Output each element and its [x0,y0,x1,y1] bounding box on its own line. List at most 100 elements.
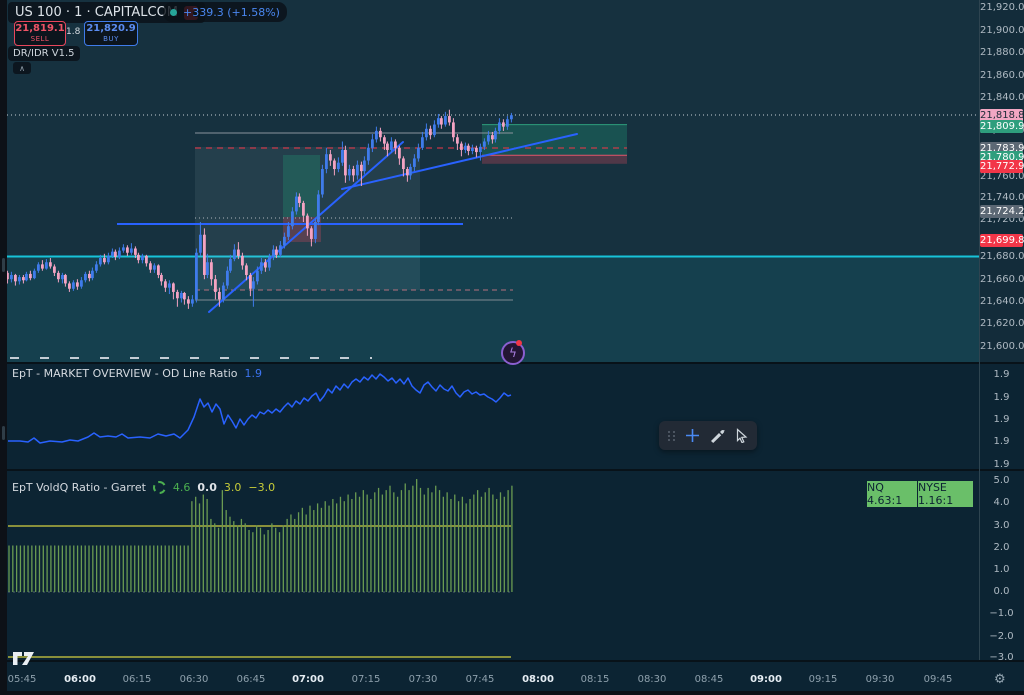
price-axis-tick: 21,620.0 [980,318,1024,329]
spread-value: 1.8 [66,27,81,37]
drag-handle-icon[interactable] [667,430,676,441]
long-loss-box-2 [482,155,627,164]
candle-body [134,248,137,255]
pane2-value-1: 4.6 [172,481,191,494]
drawing-toolbar-collapsed[interactable] [0,0,7,695]
candle-body [475,147,478,153]
candle-body [467,145,470,152]
candle-body [448,116,451,123]
pane2-axis-tick: 4.0 [993,497,1010,508]
price-axis-tick: 21,680.0 [980,251,1024,262]
price-axis-tick: 21,640.0 [980,296,1024,307]
candle-body [433,124,436,136]
candle-body [114,251,117,257]
candle-body [145,255,148,264]
buy-button[interactable]: 21,820.9 BUY [84,21,138,46]
candle-body [176,291,179,299]
candle-body [291,211,294,227]
candle-body [344,149,347,176]
candle-body [356,164,359,176]
time-axis-label: 05:45 [7,674,37,685]
candle-body [390,141,393,150]
candle-body [260,262,263,271]
candle-body [37,264,40,271]
price-label-badge: 21,724.2 [980,204,1024,218]
cursor-arrow-icon[interactable] [735,428,748,443]
candle-body [172,283,175,292]
symbol-title-chip[interactable]: US 100 · 1 · CAPITALCOM [8,2,206,23]
candle-body [333,160,336,170]
candle-body [360,164,363,172]
buy-price: 21,820.9 [86,23,136,34]
candle-body [84,273,87,281]
candle-body [95,264,98,271]
candle-body [479,146,482,153]
candle-body [103,258,106,263]
candle-body [264,262,267,268]
collapse-header-button[interactable]: ∧ [13,62,31,74]
candle-body [10,274,13,280]
time-axis-label: 06:15 [122,674,152,685]
time-axis-label: 08:15 [580,674,610,685]
price-axis-tick: 21,840.0 [980,92,1024,103]
candle-body [222,285,225,300]
candle-body [341,149,344,163]
time-axis-label: 08:45 [694,674,724,685]
candle-body [22,277,25,281]
tradingview-logo[interactable] [12,650,38,667]
gear-icon[interactable]: ⚙ [994,672,1006,687]
toolbar-mark [2,258,5,272]
change-text: +339.3 (+1.58%) [183,5,280,19]
candle-body [126,247,129,253]
time-axis-label: 09:45 [923,674,953,685]
price-label-badge: 21,818.8 [980,108,1024,122]
price-axis-bg[interactable] [980,0,1024,362]
pane1-axis-tick: 1.9 [993,414,1010,425]
candle-body [464,145,467,150]
candle-body [68,283,71,289]
buy-label: BUY [103,35,119,43]
time-axis-label: 08:00 [522,674,554,685]
candle-body [111,251,114,256]
candle-body [272,249,275,257]
floating-drawing-toolbar[interactable] [659,421,757,450]
candle-body [64,274,67,284]
candle-body [510,115,513,120]
candle-body [429,128,432,136]
pane1-title: EpT - MARKET OVERVIEW - OD Line Ratio [12,367,238,380]
candle-body [268,256,271,268]
candle-body [237,249,240,256]
pen-tool-icon[interactable] [709,428,726,443]
candle-body [283,236,286,246]
sell-price: 21,819.1 [15,23,65,34]
candle-body [256,270,259,282]
candle-body [371,139,374,148]
drawing-set-label: DR/IDR V1.5 [8,46,80,61]
candle-body [249,274,252,289]
candle-body [241,255,244,266]
candle-body [506,119,509,127]
candle-body [41,264,44,269]
price-axis-tick: 21,880.0 [980,47,1024,58]
cyan-zone-fill [7,256,979,362]
candle-body [483,141,486,147]
price-axis-tick: 21,600.0 [980,341,1024,352]
candle-body [99,258,102,265]
candle-body [122,247,125,251]
market-ratio-badge: NQ 4.63:1 [867,481,917,507]
candle-body [210,262,213,280]
sell-label: SELL [30,35,50,43]
bottom-edge [0,691,1024,695]
pane1-legend[interactable]: EpT - MARKET OVERVIEW - OD Line Ratio 1.… [12,367,262,380]
candle-body [317,194,320,222]
crosshair-icon[interactable] [685,428,700,443]
candle-body [49,262,52,267]
spinner-icon [152,481,166,494]
candle-body [502,122,505,127]
candle-body [180,292,183,299]
sell-button[interactable]: 21,819.1 SELL [14,21,66,46]
pane2-legend[interactable]: EpT VoldQ Ratio - Garret 4.6 0.0 3.0 −3.… [12,481,275,494]
candle-body [337,162,340,170]
candle-body [25,273,28,281]
